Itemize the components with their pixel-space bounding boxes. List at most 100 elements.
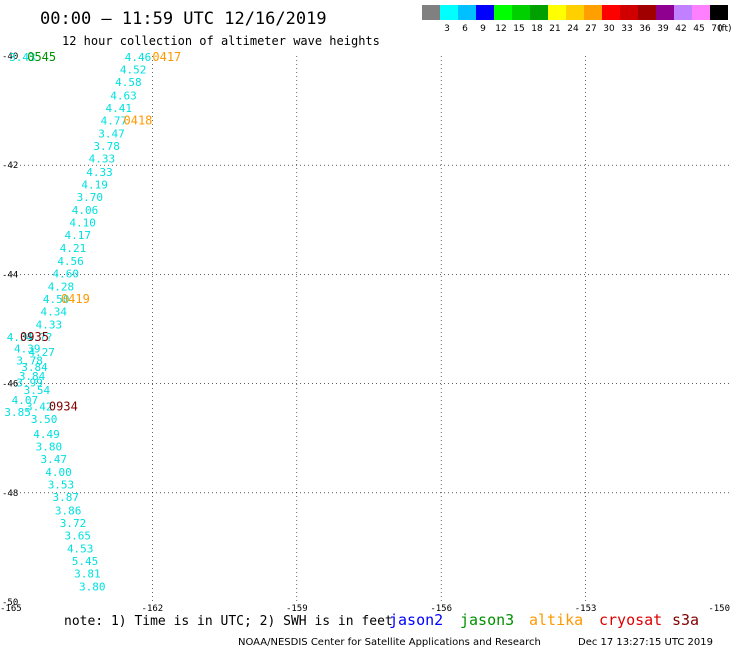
wave-height-value: 3.80 xyxy=(36,440,63,453)
wave-height-value: 3.54 xyxy=(24,384,51,397)
wave-height-value: 4.41 xyxy=(105,102,132,115)
wave-height-value: 4.53 xyxy=(67,542,94,555)
color-legend: 3 6 9 12 15 18 21 24 27 30 33 36 39 42 45 70(ft) xyxy=(422,5,732,34)
wave-height-value: 4.52 xyxy=(120,64,147,77)
wave-height-value: 3.47 xyxy=(98,128,125,141)
wave-height-value: 4.63 xyxy=(110,89,137,102)
satellite-name-jason2: jason2 xyxy=(389,611,443,629)
legend-label: 42 xyxy=(675,24,686,34)
legend-swatch xyxy=(512,5,530,20)
x-axis-ticks: -165 -162 -159 -156 -153 -150 xyxy=(0,604,730,614)
legend-swatch xyxy=(548,5,566,20)
legend-label: 36 xyxy=(639,24,651,34)
footer-timestamp: Dec 17 13:27:15 UTC 2019 xyxy=(578,637,713,648)
wave-height-value: 5.45 xyxy=(72,555,99,568)
wave-height-value: 3.80 xyxy=(79,581,106,594)
y-tick-label: -48 xyxy=(2,489,18,499)
wave-height-value: 3.87 xyxy=(53,491,80,504)
wave-height-value: 4.58 xyxy=(115,76,142,89)
chart-title: 00:00 – 11:59 UTC 12/16/2019 xyxy=(40,9,327,29)
x-tick-label: -150 xyxy=(708,604,730,614)
legend-label: 33 xyxy=(621,24,632,34)
legend-swatch xyxy=(584,5,602,20)
legend-swatch xyxy=(656,5,674,20)
legend-swatch xyxy=(620,5,638,20)
satellite-name-s3a: s3a xyxy=(672,611,699,629)
wave-height-value: 4.46 xyxy=(125,51,152,64)
satellite-name-altika: altika xyxy=(529,611,583,629)
legend-swatch xyxy=(638,5,656,20)
legend-label: 21 xyxy=(549,24,560,34)
y-tick-label: -50 xyxy=(2,598,18,608)
legend-swatch xyxy=(422,5,440,20)
legend-swatch xyxy=(692,5,710,20)
y-tick-label: -42 xyxy=(2,161,18,171)
wave-height-value: 4.33 xyxy=(86,166,113,179)
legend-label: 12 xyxy=(495,24,506,34)
pass-time-labels: 0545 0417 0418 0419 0935 0934 xyxy=(20,50,181,413)
satellite-name-jason3: jason3 xyxy=(460,611,514,629)
wave-height-value: 4.49 xyxy=(33,428,60,441)
legend-label: 18 xyxy=(531,24,543,34)
legend-label: 39 xyxy=(657,24,669,34)
satellite-legend: jason2 jason3 altika cryosat s3a xyxy=(389,611,699,629)
x-tick-label: -159 xyxy=(286,604,308,614)
legend-label: 15 xyxy=(513,24,524,34)
legend-label: 45 xyxy=(693,24,704,34)
satellite-name-cryosat: cryosat xyxy=(599,611,662,629)
legend-swatch xyxy=(710,5,728,20)
wave-height-value: 4.33 xyxy=(89,153,116,166)
wave-height-value: 4.07 xyxy=(12,394,39,407)
legend-label: 3 xyxy=(444,24,450,34)
pass-time-label: 0935 xyxy=(20,330,49,344)
legend-swatch xyxy=(494,5,512,20)
wave-height-value: 3.99 xyxy=(16,377,43,390)
wave-height-value: 4.06 xyxy=(72,204,99,217)
wave-height-value: 3.85 xyxy=(4,406,31,419)
legend-swatch xyxy=(566,5,584,20)
wave-height-value: 4.00 xyxy=(45,466,72,479)
wave-height-value: 3.50 xyxy=(31,413,58,426)
legend-label: 70 xyxy=(711,24,723,34)
plot-area: -165 -162 -159 -156 -153 -150 -40 -42 -44 -46 -48… xyxy=(0,50,730,614)
footer-credit: NOAA/NESDIS Center for Satellite Applica… xyxy=(238,637,541,648)
wave-height-value: 4.77 xyxy=(101,114,128,127)
wave-height-value: 3.78 xyxy=(16,355,43,368)
wave-height-value: 4.56 xyxy=(57,255,84,268)
wave-height-value: 3.47 xyxy=(40,453,67,466)
wave-height-value: 4.35 xyxy=(7,331,34,344)
wave-height-value: 4.?? xyxy=(26,331,53,344)
legend-swatch xyxy=(530,5,548,20)
chart-subtitle: 12 hour collection of altimeter wave hei… xyxy=(62,34,380,48)
wave-height-value: 3.43 xyxy=(9,51,36,64)
wave-height-value: 4.34 xyxy=(40,306,67,319)
wave-height-value: 4.10 xyxy=(69,217,96,230)
legend-label: 6 xyxy=(462,24,468,34)
pass-time-label: 0419 xyxy=(61,292,90,306)
wave-height-value: 4.17 xyxy=(65,229,92,242)
legend-swatch xyxy=(602,5,620,20)
plot-background xyxy=(8,56,730,602)
legend-label: 24 xyxy=(567,24,579,34)
y-tick-label: -40 xyxy=(2,52,18,62)
wave-height-value: 3.86 xyxy=(55,504,82,517)
y-tick-label: -46 xyxy=(2,380,18,390)
wave-height-value: 3.53 xyxy=(48,479,75,492)
wave-height-value: 4.50 xyxy=(43,293,70,306)
pass-time-label: 0545 xyxy=(27,50,56,64)
pass-time-label: 0418 xyxy=(124,113,153,127)
x-tick-label: -162 xyxy=(142,604,164,614)
legend-label: 30 xyxy=(603,24,615,34)
wave-height-value: 3.78 xyxy=(93,140,120,153)
legend-unit: (ft) xyxy=(718,24,732,34)
wave-height-value: 4.39 xyxy=(14,343,41,356)
pass-time-label: 0934 xyxy=(49,400,78,414)
y-axis-ticks: -40 -42 -44 -46 -48 -50 xyxy=(2,52,18,608)
wave-height-value: 4.33 xyxy=(36,319,63,332)
y-tick-label: -44 xyxy=(2,270,18,280)
x-tick-label: -156 xyxy=(430,604,452,614)
grid-lines xyxy=(8,56,730,602)
legend-swatch xyxy=(440,5,458,20)
wave-height-value: 3.70 xyxy=(77,191,104,204)
